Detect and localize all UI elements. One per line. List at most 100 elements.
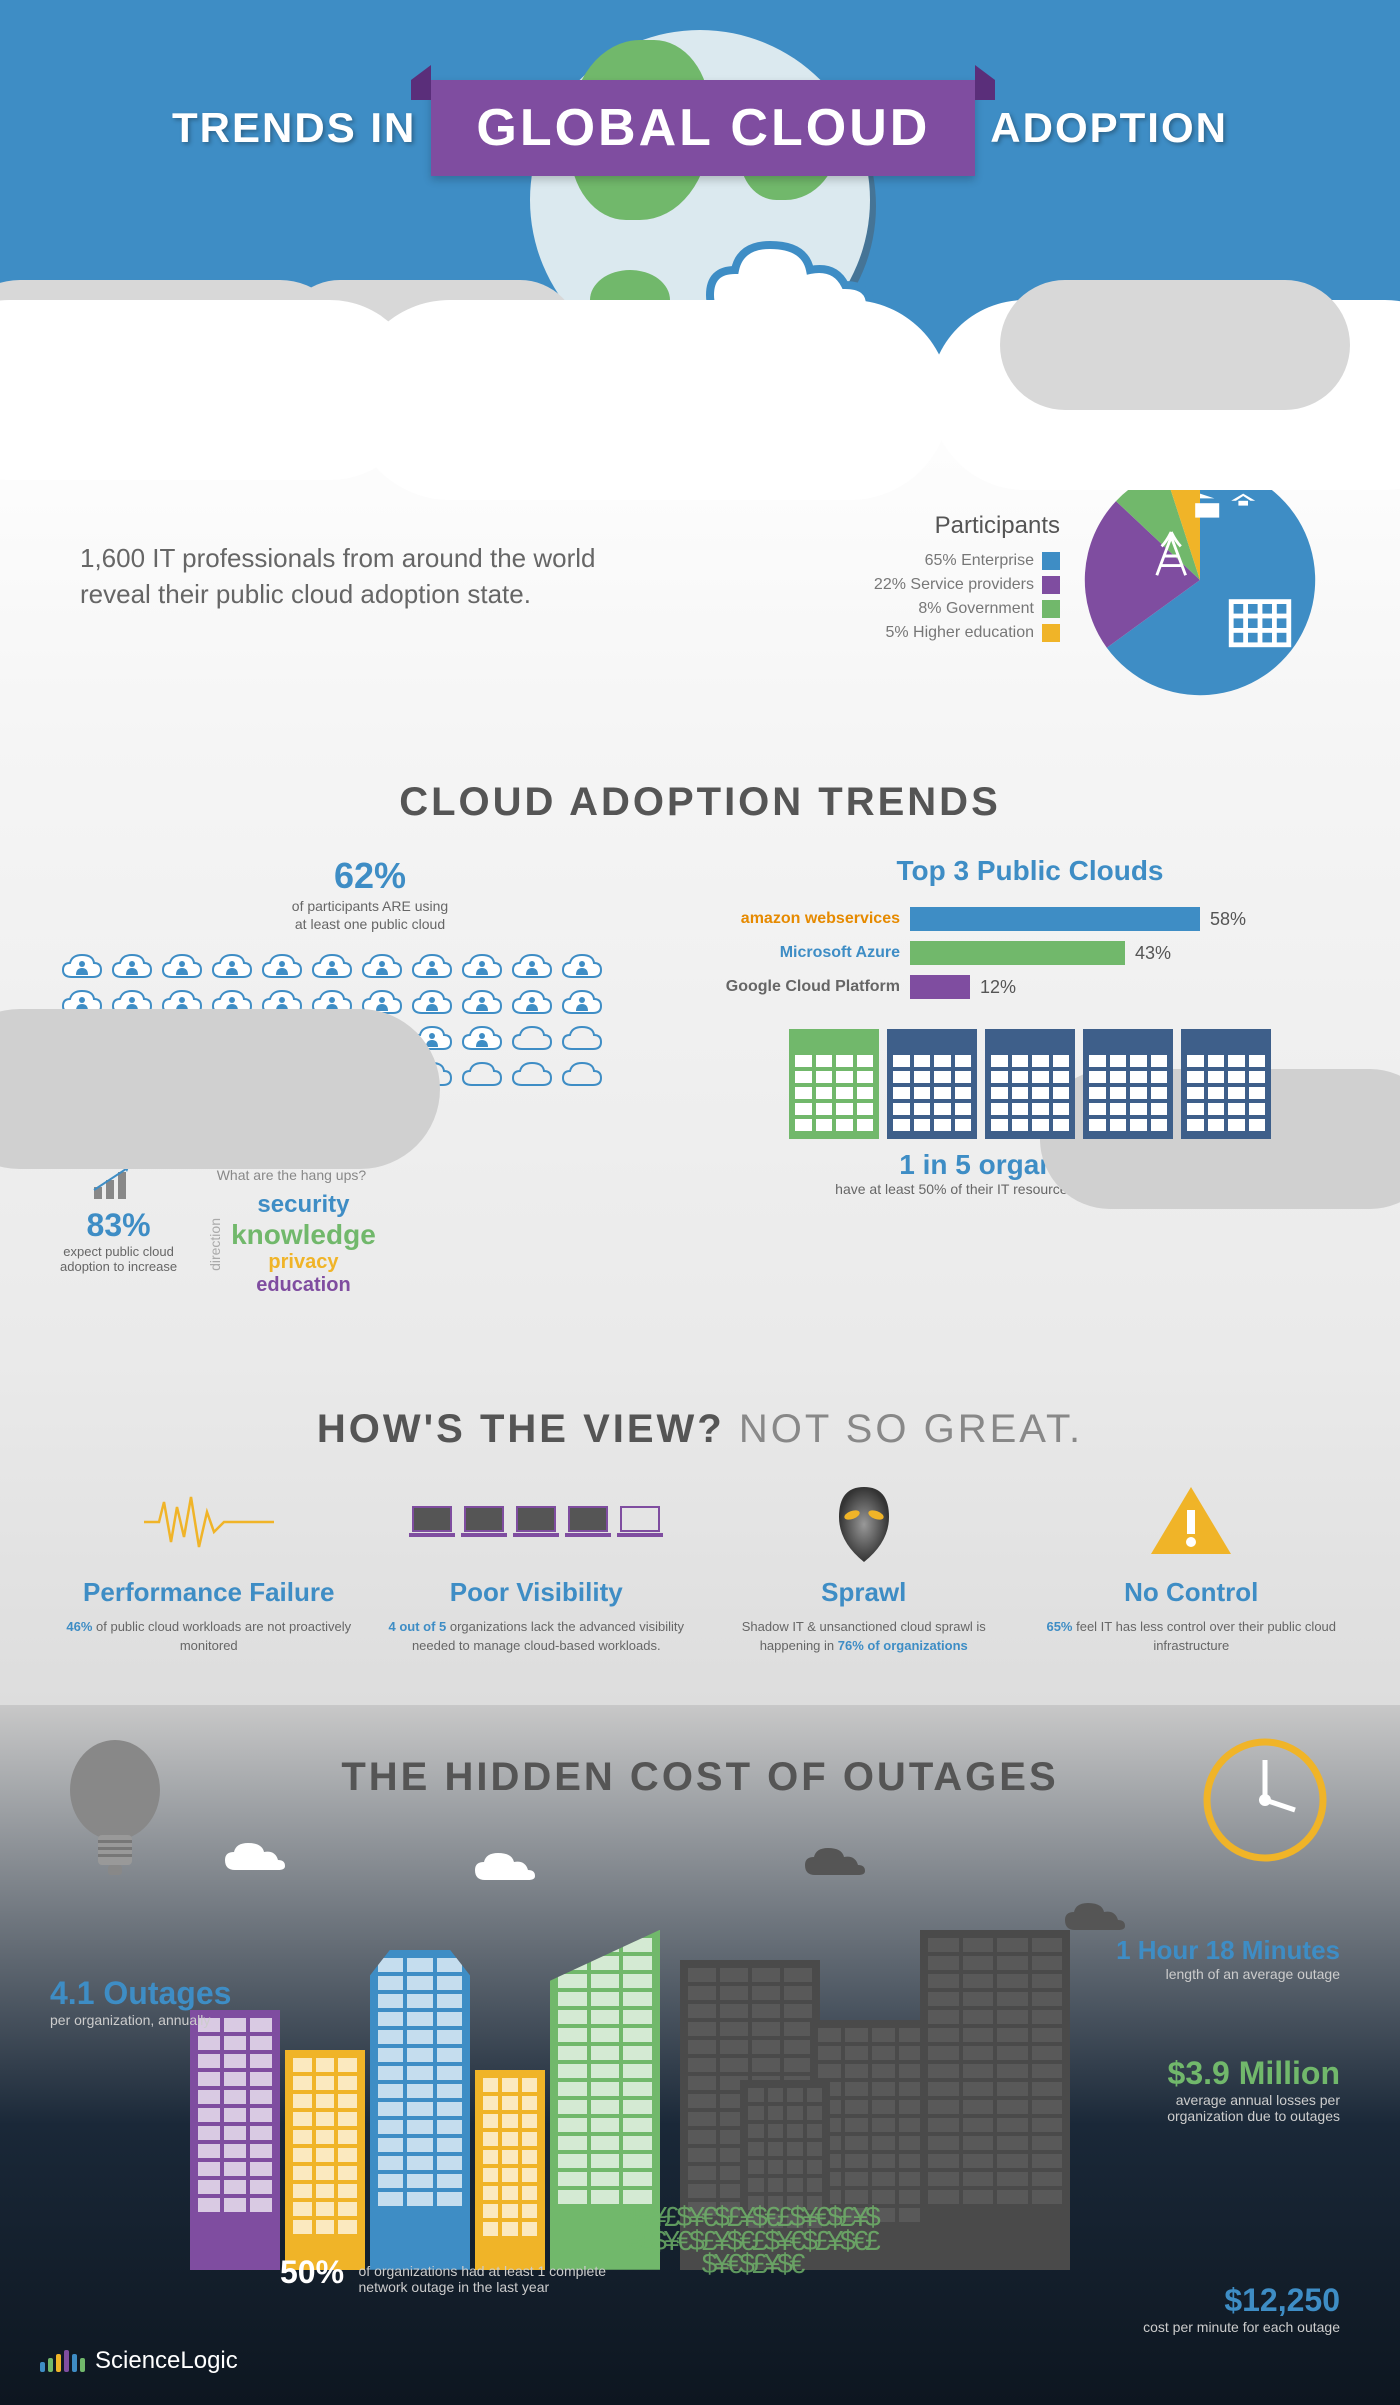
view-card: No Control65% feel IT has less control o… — [1043, 1482, 1341, 1654]
building-icon — [1083, 1029, 1173, 1139]
infographic-root: TRENDS IN GLOBAL CLOUD ADOPTION 1,600 IT… — [0, 0, 1400, 2405]
mini-cloud-icon — [110, 989, 154, 1019]
mini-cloud-icon — [560, 1061, 604, 1091]
mini-cloud-icon — [410, 953, 454, 983]
stat-duration: 1 Hour 18 Minutes length of an average o… — [1116, 1935, 1340, 1982]
buildings-icon — [720, 1029, 1340, 1139]
orgs-sub: have at least 50% of their IT resources … — [720, 1181, 1340, 1197]
cloud-dark-icon — [1060, 1900, 1130, 1940]
cloud-small-icon — [470, 1850, 540, 1890]
mini-cloud-icon — [560, 989, 604, 1019]
stat-per-min: $12,250 cost per minute for each outage — [1143, 2282, 1340, 2335]
cost-title: THE HIDDEN COST OF OUTAGES — [0, 1735, 1400, 1830]
legend-item: 8% Government — [874, 600, 1060, 618]
mini-cloud-icon — [210, 1061, 254, 1091]
mini-cloud-icon — [510, 1061, 554, 1091]
mini-cloud-icon — [510, 953, 554, 983]
money-pile-icon: $€¥£$¥€$£¥$€£$¥€$£¥$€£$¥€$£¥$€£$¥€$£¥$€£… — [622, 2205, 882, 2405]
hangup-word: knowledge — [231, 1219, 376, 1251]
mini-cloud-icon — [360, 953, 404, 983]
trends-section: CLOUD ADOPTION TRENDS 62% of participant… — [0, 740, 1400, 1357]
logo-dot — [64, 2350, 69, 2372]
title-banner: GLOBAL CLOUD — [431, 80, 975, 176]
mini-cloud-icon — [260, 953, 304, 983]
title-right: ADOPTION — [990, 104, 1228, 152]
participants-legend: Participants 65% Enterprise 22% Service p… — [874, 512, 1060, 648]
chart-up-icon — [89, 1162, 149, 1202]
participants-pie-chart — [1080, 460, 1320, 700]
stat-62-pct: 62% — [60, 855, 680, 897]
mini-cloud-icon — [560, 1025, 604, 1055]
view-title: HOW'S THE VIEW? NOT SO GREAT. — [60, 1387, 1340, 1482]
logo-dot — [48, 2358, 53, 2372]
clock-icon — [1200, 1735, 1330, 1865]
stat-62-text: of participants ARE using at least one p… — [60, 897, 680, 933]
mini-cloud-icon — [210, 953, 254, 983]
participants-title: Participants — [874, 512, 1060, 540]
building-icon — [789, 1029, 879, 1139]
view-card: Poor Visibility4 out of 5 organizations … — [388, 1482, 686, 1654]
mini-cloud-icon — [460, 989, 504, 1019]
cloud-bar: Google Cloud Platform12% — [720, 975, 1340, 999]
logo-dot — [80, 2358, 85, 2372]
view-card: SprawlShadow IT & unsanctioned cloud spr… — [715, 1482, 1013, 1654]
title-left: TRENDS IN — [172, 104, 416, 152]
stat-83: 83% expect public cloudadoption to incre… — [60, 1162, 177, 1274]
mini-cloud-icon — [410, 989, 454, 1019]
building-icon — [985, 1029, 1075, 1139]
trends-right: Top 3 Public Clouds amazon webservices58… — [720, 855, 1340, 1297]
mini-cloud-icon — [310, 1025, 354, 1055]
alien-icon — [715, 1482, 1013, 1562]
legend-item: 65% Enterprise — [874, 552, 1060, 570]
mini-cloud-icon — [160, 1097, 204, 1127]
mini-cloud-icon — [160, 1025, 204, 1055]
mini-cloud-icon — [160, 1061, 204, 1091]
mini-cloud-icon — [310, 1061, 354, 1091]
top3-title: Top 3 Public Clouds — [720, 855, 1340, 887]
hangup-word: privacy — [231, 1251, 376, 1274]
mini-cloud-icon — [260, 1061, 304, 1091]
mini-cloud-icon — [210, 1025, 254, 1055]
mini-cloud-icon — [160, 989, 204, 1019]
logo-dot — [56, 2354, 61, 2372]
stat-fifty: 50% of organizations had at least 1 comp… — [280, 2254, 619, 2295]
city-building — [370, 1950, 470, 2270]
clouds-bg — [0, 240, 1400, 440]
mini-cloud-icon — [60, 989, 104, 1019]
mini-cloud-icon — [260, 1097, 304, 1127]
mini-cloud-icon — [460, 1025, 504, 1055]
hangup-word: education — [231, 1274, 376, 1297]
view-section: HOW'S THE VIEW? NOT SO GREAT. Performanc… — [0, 1357, 1400, 1704]
logo-dot — [40, 2362, 45, 2372]
pulse-icon — [60, 1482, 358, 1562]
mini-cloud-icon — [360, 1025, 404, 1055]
mini-cloud-icon — [510, 989, 554, 1019]
city-building — [190, 2010, 280, 2270]
title-row: TRENDS IN GLOBAL CLOUD ADOPTION — [0, 0, 1400, 176]
mini-cloud-icon — [310, 953, 354, 983]
mini-cloud-icon — [110, 1097, 154, 1127]
legend-item: 5% Higher education — [874, 624, 1060, 642]
mini-cloud-icon — [210, 1097, 254, 1127]
mini-cloud-icon — [160, 953, 204, 983]
logo-dot — [72, 2354, 77, 2372]
mini-cloud-icon — [460, 1061, 504, 1091]
warn-icon — [1043, 1482, 1341, 1562]
intro-text: 1,600 IT professionals from around the w… — [80, 540, 640, 613]
mini-cloud-icon — [110, 953, 154, 983]
cost-section: THE HIDDEN COST OF OUTAGES 4.1 Outages p… — [0, 1705, 1400, 2405]
orgs-main: 1 in 5 organizations — [720, 1149, 1340, 1181]
building-icon — [1181, 1029, 1271, 1139]
sciencelogic-logo: ScienceLogic — [40, 2347, 238, 2375]
hangup-direction: direction — [207, 1218, 223, 1271]
mini-cloud-icon — [310, 989, 354, 1019]
header: TRENDS IN GLOBAL CLOUD ADOPTION — [0, 0, 1400, 380]
mini-cloud-icon — [560, 953, 604, 983]
stat-outages: 4.1 Outages per organization, annually — [50, 1975, 231, 2028]
mini-cloud-icon — [260, 1025, 304, 1055]
mini-cloud-icon — [110, 1061, 154, 1091]
mini-cloud-icon — [60, 953, 104, 983]
mini-cloud-icon — [60, 1025, 104, 1055]
legend-item: 22% Service providers — [874, 576, 1060, 594]
building-icon — [887, 1029, 977, 1139]
